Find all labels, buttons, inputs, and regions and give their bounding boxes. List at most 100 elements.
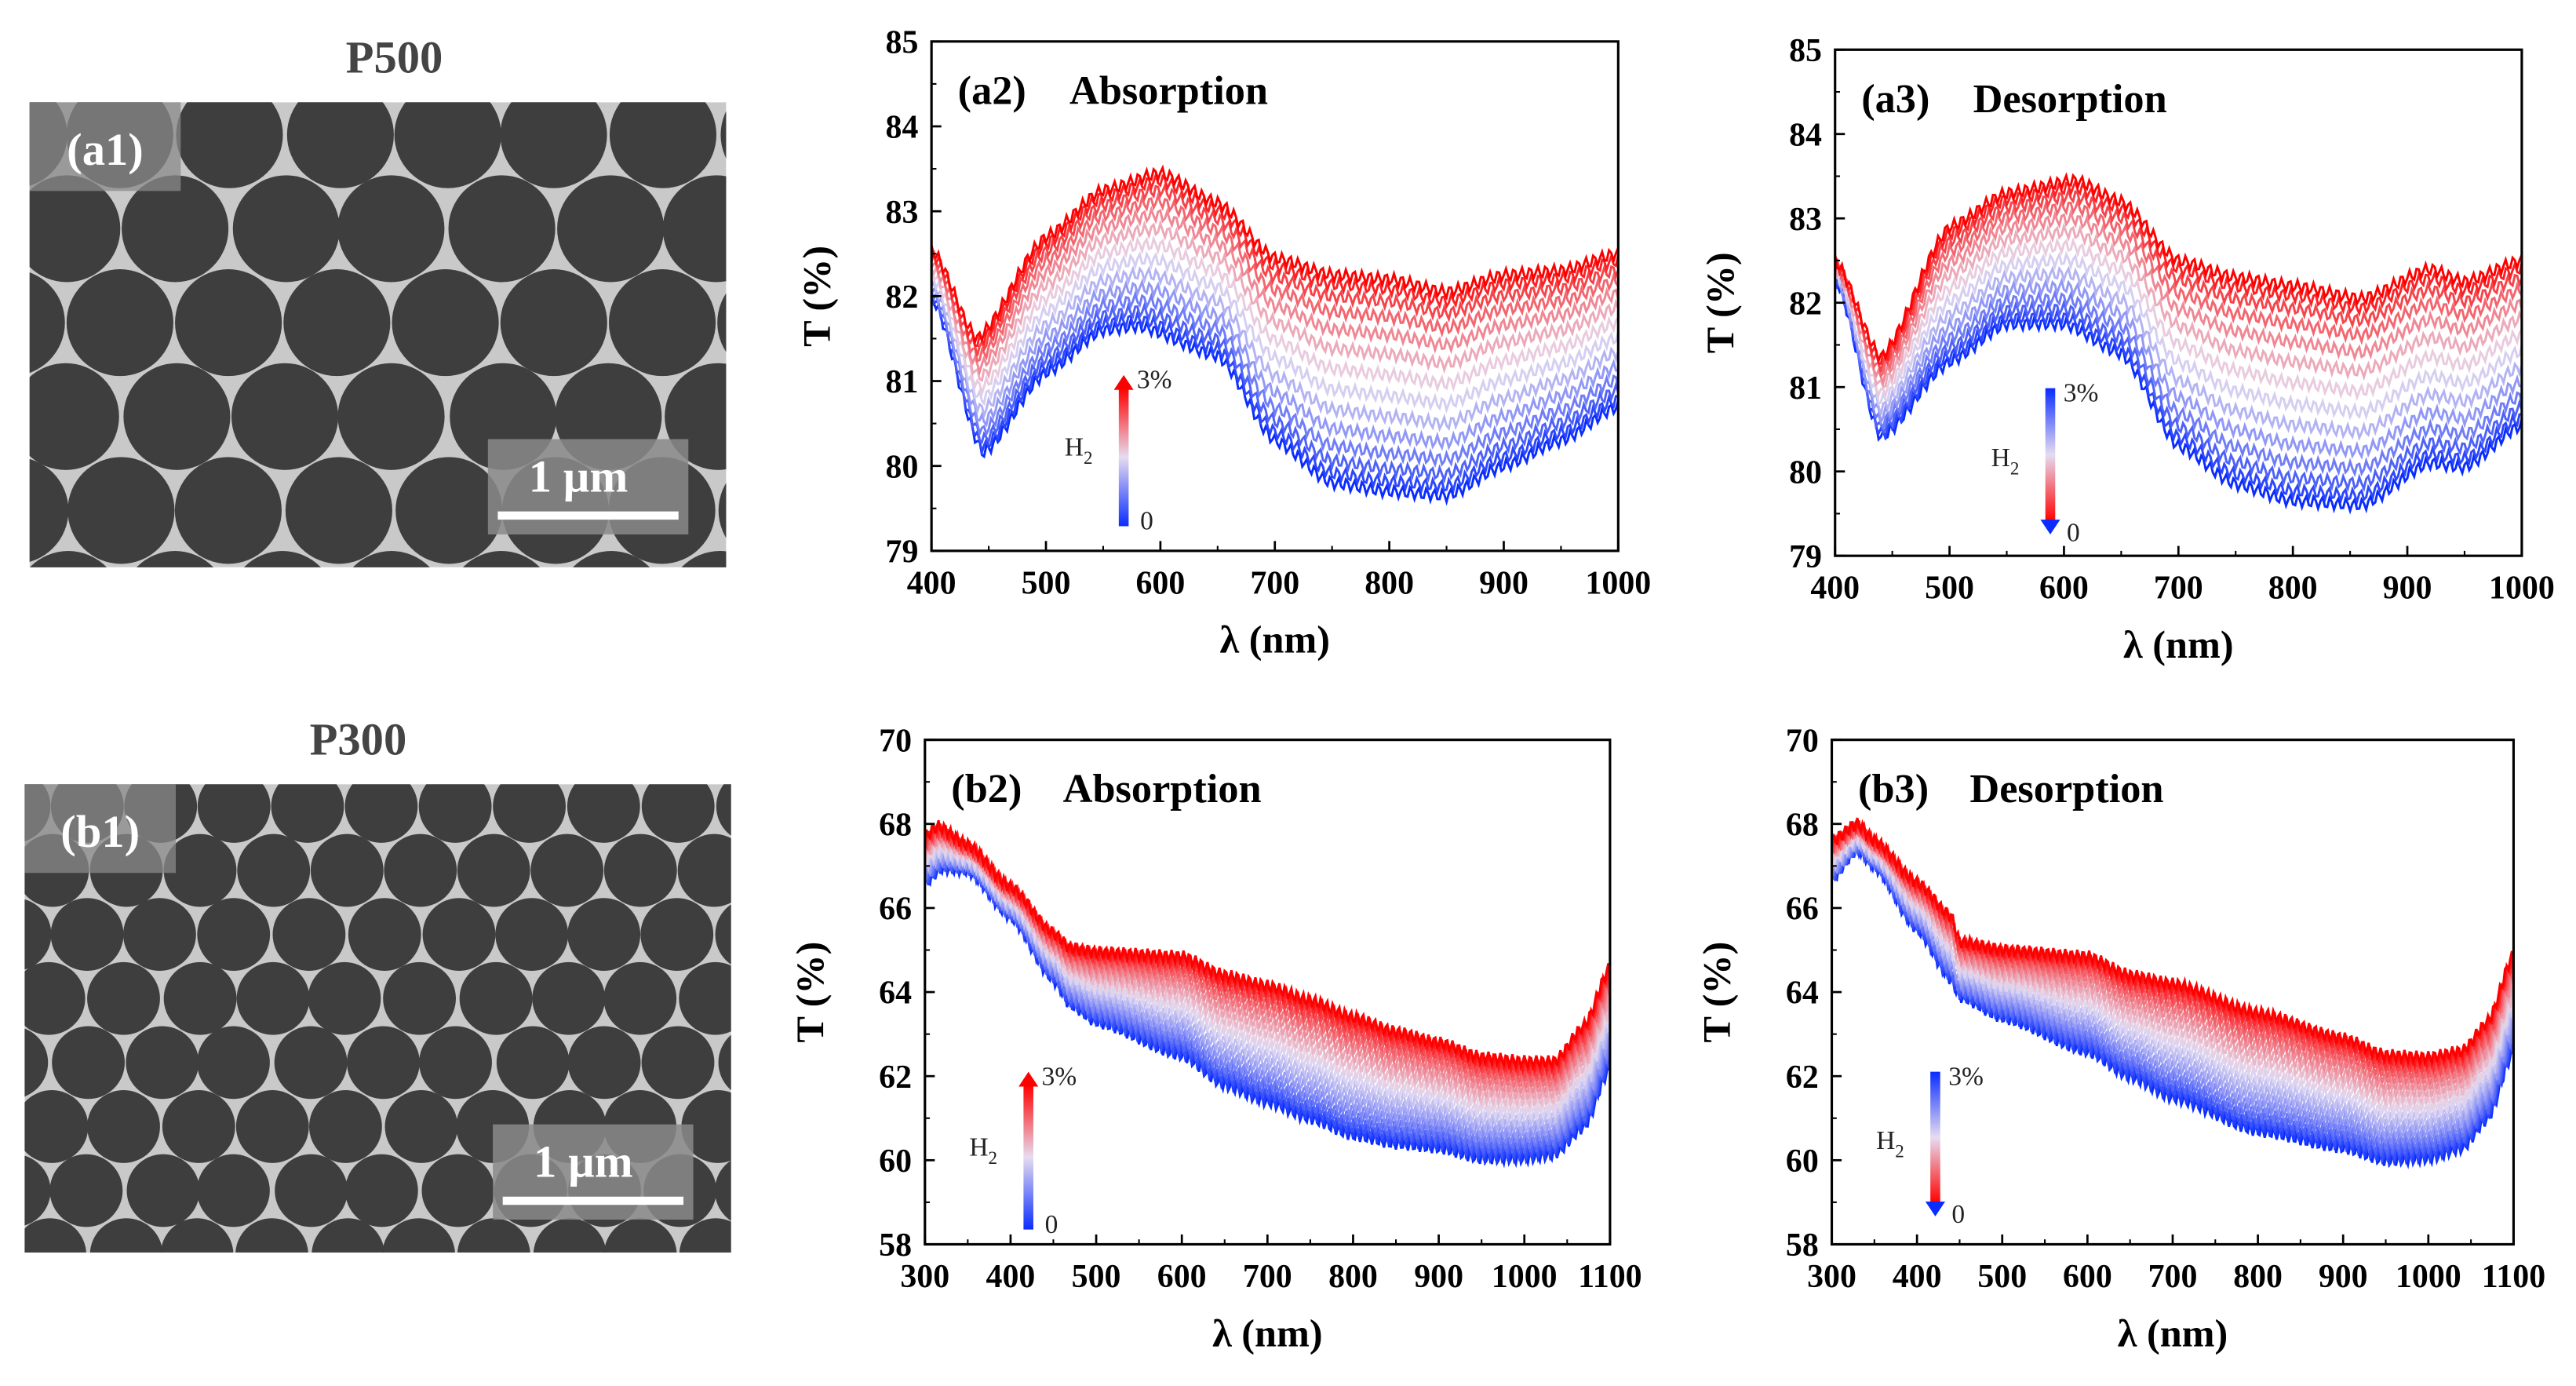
y-tick-label: 84 — [1789, 117, 1822, 153]
nanosphere — [717, 293, 727, 352]
x-tick-label: 400 — [1810, 571, 1860, 607]
x-tick-label: 800 — [2268, 571, 2318, 607]
nanosphere — [603, 961, 677, 1035]
spectrum-curve — [1835, 222, 2522, 389]
y-tick-label: 62 — [879, 1060, 912, 1096]
nanosphere — [493, 784, 566, 843]
y-tick-label: 82 — [886, 279, 919, 315]
legend-high-label: 3% — [1137, 366, 1172, 395]
nanosphere — [126, 1154, 200, 1227]
h2-gradient-legend: 3% 0 H2 — [1876, 1062, 1984, 1229]
legend-h2-label: H2 — [1876, 1126, 1904, 1161]
nanosphere — [608, 269, 716, 377]
spectrum-curve — [931, 191, 1619, 363]
curves — [924, 819, 1610, 1169]
gradient-bar — [1023, 1085, 1033, 1230]
panel-label: (a1) — [67, 124, 144, 175]
x-axis-label: λ (nm) — [1219, 618, 1330, 662]
legend-high-label: 3% — [2064, 378, 2099, 407]
nanosphere — [89, 1218, 163, 1253]
spectrum-curve — [1831, 825, 2514, 1108]
nanosphere — [567, 898, 641, 972]
x-tick-label: 900 — [1479, 565, 1528, 601]
spectrum-curve — [1835, 274, 2522, 478]
panel-label: (b3) — [1858, 766, 1929, 812]
x-tick-label: 900 — [2319, 1259, 2368, 1295]
y-tick-label: 58 — [879, 1227, 912, 1264]
spectrum-curve — [924, 819, 1610, 1072]
nanosphere — [641, 784, 715, 843]
y-tick-label: 85 — [1789, 33, 1822, 69]
nanosphere — [24, 1028, 49, 1097]
nanosphere — [718, 1034, 731, 1091]
plot-frame — [1834, 48, 2523, 557]
spectrum-curve — [931, 250, 1619, 414]
nanosphere — [395, 457, 503, 564]
spectrum-curve — [1835, 276, 2522, 493]
nanosphere — [235, 1218, 308, 1253]
x-tick-label: 600 — [1157, 1259, 1207, 1295]
nanosphere — [422, 898, 496, 972]
nanosphere — [231, 363, 339, 470]
nanosphere — [122, 175, 229, 283]
nanosphere — [24, 1218, 86, 1253]
nanosphere — [530, 833, 604, 907]
y-tick-label: 64 — [1786, 976, 1819, 1012]
nanosphere — [312, 1218, 384, 1253]
nanosphere — [29, 363, 119, 470]
gradient-bar — [2045, 388, 2056, 522]
curves — [1831, 817, 2514, 1169]
y-tick-label: 70 — [879, 723, 912, 759]
x-tick-label: 500 — [1977, 1259, 2027, 1295]
nanosphere — [383, 961, 456, 1035]
y-tick-label: 79 — [886, 534, 919, 571]
spectrum-curve — [924, 839, 1610, 1117]
panel-label: (b1) — [60, 806, 140, 857]
nanosphere — [24, 1090, 89, 1163]
nanosphere — [418, 784, 492, 843]
chart-b2: 300 400 500 600 700 800 900 1000 110058606264666… — [788, 723, 1642, 1355]
y-tick-label: 66 — [879, 892, 912, 928]
y-tick-label: 60 — [879, 1143, 912, 1180]
nanosphere — [679, 961, 731, 1035]
spectrum-curve — [1835, 186, 2522, 373]
sem-panel-b1: P300 (b1) 1 µm — [24, 714, 731, 1253]
spectrum-curve — [1835, 209, 2522, 387]
y-tick-label: 58 — [1786, 1227, 1819, 1264]
spectrum-curve — [931, 277, 1619, 451]
legend-high-label: 3% — [1948, 1062, 1984, 1091]
y-tick-label: 83 — [886, 195, 919, 231]
nanosphere — [163, 961, 237, 1035]
x-tick-label: 700 — [2154, 571, 2203, 607]
nanosphere — [392, 269, 499, 377]
legend-low-label: 0 — [2067, 518, 2080, 547]
x-tick-label: 600 — [1135, 565, 1185, 601]
nanosphere — [272, 898, 346, 972]
curves — [931, 164, 1619, 506]
nanosphere — [495, 898, 569, 972]
nanosphere — [715, 904, 731, 965]
nanosphere — [24, 1155, 51, 1226]
y-axis-label: T (%) — [1695, 942, 1739, 1043]
y-tick-label: 62 — [1786, 1060, 1819, 1096]
nanosphere — [29, 272, 65, 374]
sem-title: P500 — [346, 32, 443, 83]
spectrum-curve — [1835, 265, 2522, 441]
chart-a2: 400 500 600 700 800 900 1000 79 80 81 82 83 84 85 λ (n… — [794, 24, 1651, 661]
nanosphere — [337, 363, 445, 470]
x-tick-label: 800 — [1365, 565, 1414, 601]
nanosphere — [640, 898, 714, 972]
nanosphere — [384, 833, 457, 907]
chart-b3: 300 400 500 600 700 800 900 1000 110058606264666… — [1695, 723, 2545, 1355]
nanosphere — [348, 898, 421, 972]
spectrum-curve — [931, 290, 1619, 506]
spectrum-curve — [931, 287, 1619, 469]
x-tick-label: 500 — [1925, 571, 1974, 607]
y-tick-label: 80 — [1789, 454, 1822, 491]
x-tick-label: 700 — [1243, 1259, 1292, 1295]
nanosphere — [232, 175, 340, 283]
y-axis-label: T (%) — [1698, 252, 1742, 353]
panel-title: Desorption — [1973, 76, 2167, 122]
nanosphere — [679, 1218, 731, 1253]
h2-gradient-legend: 3% 0 H2 — [1065, 366, 1172, 536]
